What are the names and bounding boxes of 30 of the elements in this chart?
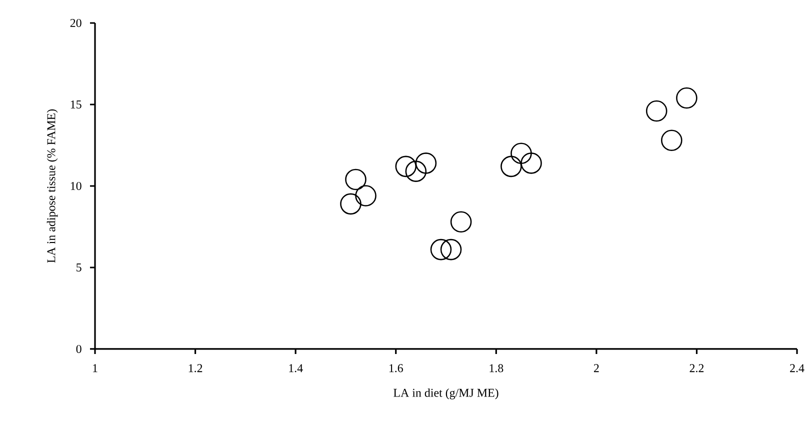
y-tick-label: 20 xyxy=(70,18,82,28)
y-axis-title: LA in adipose tissue (% FAME) xyxy=(46,109,58,263)
y-tick-label: 10 xyxy=(70,182,82,190)
point xyxy=(355,185,376,206)
x-tick-label: 1.4 xyxy=(289,364,303,372)
y-tick-label: 5 xyxy=(76,264,82,272)
x-axis-title: LA in diet (g/MJ ME) xyxy=(394,388,498,400)
point xyxy=(520,152,542,174)
x-tick-label: 2.4 xyxy=(790,364,804,372)
point xyxy=(450,211,472,232)
x-tick-label: 1.2 xyxy=(188,364,202,372)
x-tick-label: 1.8 xyxy=(490,364,504,372)
point xyxy=(345,168,366,190)
point xyxy=(430,238,452,260)
point xyxy=(440,238,462,260)
point xyxy=(500,156,522,178)
x-tick-label: 1 xyxy=(93,364,98,372)
x-tick-label: 1.6 xyxy=(389,364,403,372)
point xyxy=(661,130,682,151)
point xyxy=(510,142,532,164)
y-tick-label: 0 xyxy=(76,344,82,354)
point xyxy=(395,156,417,178)
x-tick-label: 2.2 xyxy=(690,364,704,372)
point xyxy=(646,100,668,122)
y-tick-label: 15 xyxy=(70,100,82,108)
x-tick-label: 2 xyxy=(594,364,599,372)
point xyxy=(415,152,437,174)
point xyxy=(405,160,427,182)
point xyxy=(676,87,698,109)
point xyxy=(340,193,362,215)
